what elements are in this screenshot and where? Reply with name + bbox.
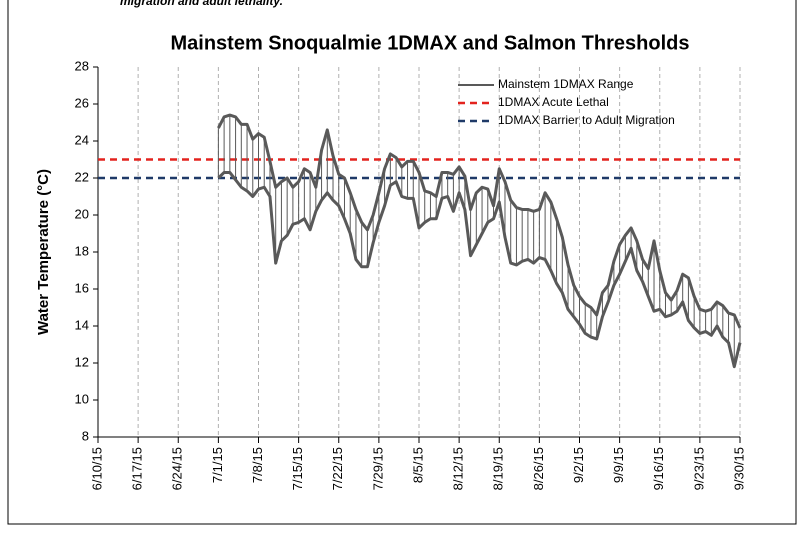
x-tick-label: 8/26/15 (531, 447, 546, 490)
x-tick-label: 7/1/15 (210, 447, 225, 483)
y-tick-label: 10 (75, 391, 89, 406)
x-tick-label: 7/22/15 (330, 447, 345, 490)
y-tick-label: 16 (75, 280, 89, 295)
upper-line (217, 113, 742, 329)
x-tick-label: 7/15/15 (290, 447, 305, 490)
x-tick-label: 9/23/15 (691, 447, 706, 490)
y-tick-label: 24 (75, 132, 89, 147)
frame (7, 0, 797, 525)
x-tick-label: 8/5/15 (410, 447, 425, 483)
lower-line (217, 170, 742, 369)
legend-label: 1DMAX Acute Lethal (498, 95, 609, 109)
caption-fragment: migration and adult lethality. (120, 0, 283, 8)
y-tick-label: 12 (75, 354, 89, 369)
legend-label: 1DMAX Barrier to Adult Migration (498, 113, 675, 127)
y-tick-label: 22 (75, 169, 89, 184)
y-tick-label: 8 (82, 428, 89, 443)
y-axis-label: Water Temperature (°C) (35, 169, 52, 335)
x-tick-label: 7/8/15 (250, 447, 265, 483)
legend-label: Mainstem 1DMAX Range (498, 77, 634, 91)
x-tick-label: 8/12/15 (451, 447, 466, 490)
y-tick-label: 20 (75, 206, 89, 221)
y-tick-label: 18 (75, 243, 89, 258)
x-tick-label: 9/2/15 (571, 447, 586, 483)
chart-title: Mainstem Snoqualmie 1DMAX and Salmon Thr… (171, 32, 690, 54)
x-tick-label: 8/19/15 (491, 447, 506, 490)
x-tick-label: 6/10/15 (89, 447, 104, 490)
x-tick-label: 7/29/15 (370, 447, 385, 490)
y-tick-label: 26 (75, 95, 89, 110)
y-tick-label: 28 (75, 58, 89, 73)
x-tick-label: 6/24/15 (170, 447, 185, 490)
x-tick-label: 9/16/15 (651, 447, 666, 490)
x-tick-label: 6/17/15 (130, 447, 145, 490)
y-tick-label: 14 (75, 317, 89, 332)
x-tick-label: 9/9/15 (611, 447, 626, 483)
x-tick-label: 9/30/15 (731, 447, 746, 490)
